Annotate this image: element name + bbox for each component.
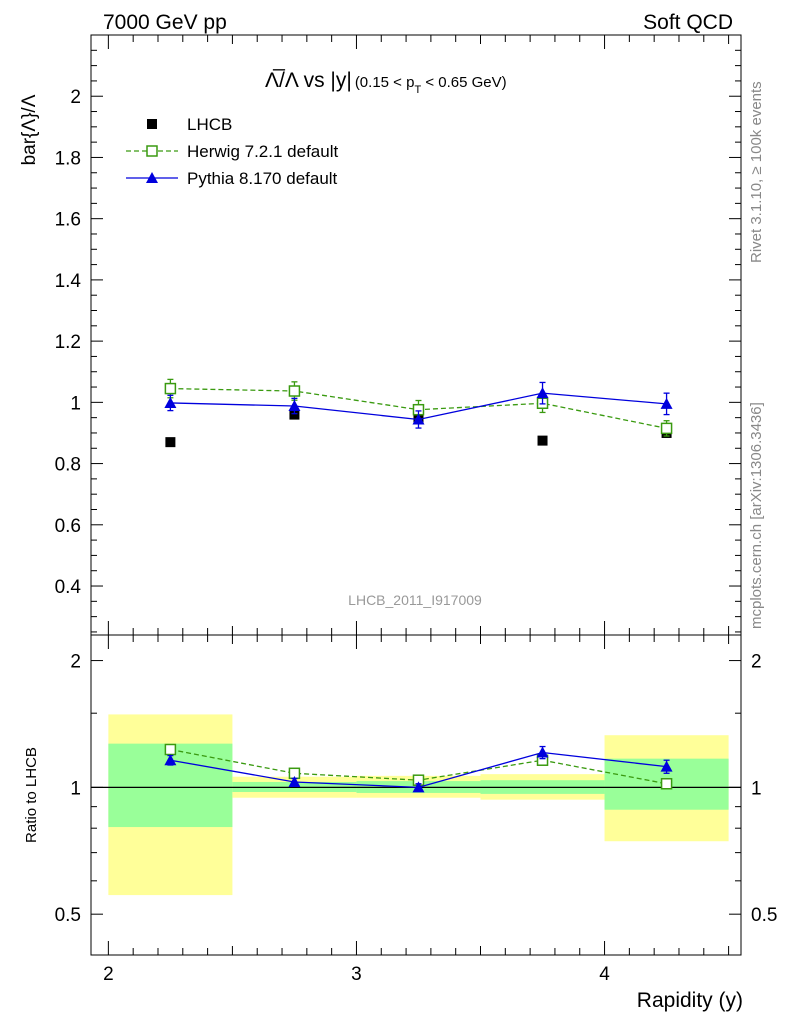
main-title-cut: (0.15 < p [355, 74, 415, 91]
mcplots-label: mcplots.cern.ch [arXiv:1306.3436] [748, 402, 765, 629]
main-y-tick-label: 1.2 [55, 332, 81, 353]
main-y-tick-label: 2 [70, 87, 81, 108]
legend-marker-herwig [146, 145, 158, 157]
ratio-herwig-point [660, 778, 673, 790]
legend: LHCB Herwig 7.2.1 default Pythia 8.170 def… [126, 115, 338, 188]
ratio-uncertainty-bands [108, 714, 729, 896]
main-y-tick-label: 0.4 [55, 577, 82, 598]
ratio-y-tick-label-right: 0.5 [751, 905, 777, 926]
header-left: 7000 GeV pp [103, 11, 227, 34]
legend-label-herwig: Herwig 7.2.1 default [187, 142, 338, 161]
ratio-herwig-point [164, 743, 177, 756]
main-y-tick-label: 1.8 [55, 148, 81, 169]
main-y-tick-label: 0.8 [55, 455, 81, 476]
legend-marker-lhcb [147, 119, 157, 129]
ratio-pythia-point [412, 781, 425, 793]
ratio-y-axis-label: Ratio to LHCB [23, 747, 40, 843]
main-pythia-point [164, 396, 177, 408]
main-y-axis: 0.4 0.6 0.8 1 1.2 1.4 1.6 1.8 2 [55, 49, 741, 633]
main-y-tick-label: 0.6 [55, 516, 81, 537]
x-tick-label: 3 [351, 964, 362, 985]
main-y-tick-label: 1 [70, 393, 81, 414]
ratio-x-axis: 2 3 4 [103, 635, 730, 985]
main-title: Λ̅/Λ vs |y| (0.15 < pT < 0.65 GeV) [265, 69, 507, 96]
ratio-panel: 0.5 0.5 1 1 2 2 2 3 4 Ratio to LHCB Rapidity (y… [23, 634, 778, 1012]
main-panel: 0.4 0.6 0.8 1 1.2 1.4 1.6 1.8 2 bar{Λ}/Λ Λ̅/Λ vs… [19, 34, 742, 636]
main-lhcb-point [165, 437, 176, 448]
ratio-y-tick-label-right: 2 [751, 652, 762, 673]
rivet-label: Rivet 3.1.10, ≥ 100k events [748, 81, 765, 263]
x-tick-label: 2 [103, 964, 114, 985]
watermark: LHCB_2011_I917009 [348, 592, 482, 608]
main-pythia-point [536, 387, 549, 399]
main-pythia-point [288, 400, 301, 412]
ratio-pythia-point [288, 775, 301, 787]
legend-marker-pythia [146, 172, 158, 183]
legend-label-lhcb: LHCB [187, 115, 232, 134]
main-herwig-point [164, 382, 177, 395]
main-plot-area [164, 378, 673, 448]
main-title-text: Λ̅/Λ vs |y| [265, 69, 352, 92]
ratio-plot-area [164, 743, 673, 793]
ratio-pythia-point [536, 746, 549, 758]
main-y-tick-label: 1.6 [55, 210, 81, 231]
legend-label-pythia: Pythia 8.170 default [187, 169, 338, 188]
main-herwig-point [660, 422, 673, 435]
header-right: Soft QCD [643, 11, 733, 34]
main-herwig-point [288, 385, 301, 397]
main-pythia-point [412, 413, 425, 425]
main-pythia-point [660, 397, 673, 409]
ratio-pythia-point [660, 760, 673, 772]
main-title-cut-end: < 0.65 GeV) [421, 74, 506, 91]
main-title-cut-sub: T [414, 84, 421, 96]
main-y-tick-label: 1.4 [55, 271, 82, 292]
ratio-y-tick-label: 0.5 [55, 905, 81, 926]
x-tick-label: 4 [599, 964, 610, 985]
main-x-axis [107, 35, 730, 635]
ratio-y-axis: 0.5 0.5 1 1 2 2 [55, 652, 778, 927]
main-lhcb-point [289, 409, 300, 420]
ratio-frame [90, 634, 742, 956]
ratio-y-tick-label: 1 [70, 778, 81, 799]
main-y-axis-label: bar{Λ}/Λ [19, 94, 40, 165]
main-lhcb-point [537, 435, 548, 446]
ratio-pythia-point [164, 754, 177, 766]
x-axis-label: Rapidity (y) [637, 989, 743, 1012]
ratio-y-tick-label: 2 [70, 652, 81, 673]
ratio-y-tick-label-right: 1 [751, 778, 762, 799]
